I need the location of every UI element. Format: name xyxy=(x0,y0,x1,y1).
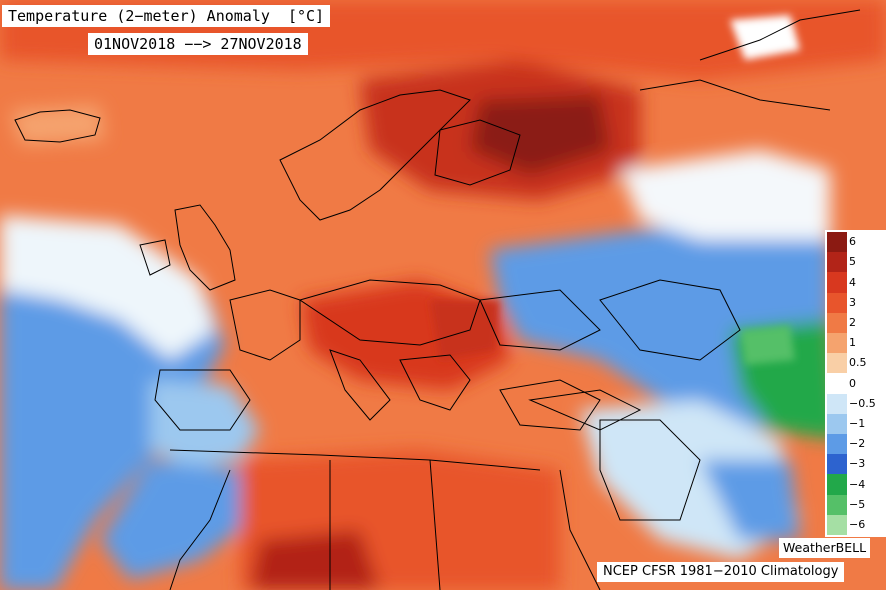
brand-label: WeatherBELL xyxy=(779,538,871,558)
atlantic-neutral-area xyxy=(0,215,215,360)
legend-swatch xyxy=(827,514,847,536)
legend-label: −0.5 xyxy=(849,396,876,410)
map-title: Temperature (2−meter) Anomaly [°C] xyxy=(2,5,331,27)
legend-label: 5 xyxy=(849,255,856,269)
legend-swatch xyxy=(827,232,847,253)
caspian-green-area xyxy=(740,325,795,365)
color-legend: 6 5 4 3 2 1 0.5 0 −0.5 −1 −2 −3 −4 −5 −6 xyxy=(825,230,886,537)
legend-label: 0.5 xyxy=(849,356,867,370)
iberia-cool-area xyxy=(150,380,260,470)
western-russia-cool-fringe xyxy=(620,150,830,240)
legend-swatch xyxy=(827,393,847,415)
legend-label: 4 xyxy=(849,275,856,289)
legend-swatch xyxy=(827,474,847,496)
legend-swatch xyxy=(827,434,847,455)
legend-label: −3 xyxy=(849,457,866,471)
ukraine-warm-area xyxy=(430,300,500,360)
legend-label: −1 xyxy=(849,416,866,430)
legend-swatch xyxy=(827,333,847,354)
legend-label: −2 xyxy=(849,437,866,451)
nw-africa-cold-area xyxy=(100,460,250,580)
saudi-cold-area xyxy=(700,460,800,540)
legend-swatch xyxy=(827,454,847,475)
legend-swatch xyxy=(827,373,847,395)
legend-label: −6 xyxy=(849,517,866,531)
legend-swatch xyxy=(827,252,847,273)
legend-swatch xyxy=(827,413,847,435)
legend-swatch xyxy=(827,494,847,516)
map-period: 01NOV2018 −−> 27NOV2018 xyxy=(88,33,308,55)
legend-color-bar xyxy=(827,232,847,536)
legend-label: −4 xyxy=(849,477,866,491)
legend-label: −5 xyxy=(849,497,866,511)
climatology-label: NCEP CFSR 1981−2010 Climatology xyxy=(597,562,845,582)
legend-swatch xyxy=(827,312,847,334)
legend-swatch xyxy=(827,292,847,314)
legend-label: 6 xyxy=(849,235,856,249)
iceland-neutral-area xyxy=(10,105,105,145)
russia-core-warm-area xyxy=(470,95,610,175)
legend-label: 1 xyxy=(849,336,856,350)
legend-label: 3 xyxy=(849,295,856,309)
legend-label: 0 xyxy=(849,376,856,390)
legend-swatch xyxy=(827,353,847,374)
country-borders xyxy=(14,9,861,590)
sahara-hot-area xyxy=(250,530,380,590)
legend-swatch xyxy=(827,272,847,294)
legend-label: 2 xyxy=(849,315,856,329)
